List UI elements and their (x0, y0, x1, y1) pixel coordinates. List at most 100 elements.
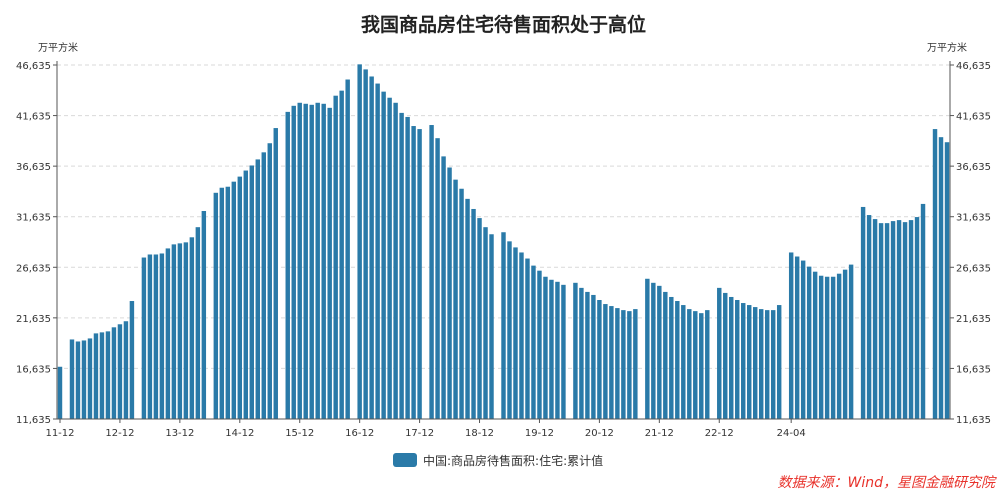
bar (501, 232, 506, 419)
y-tick-label-right: 36,635 (956, 162, 991, 173)
bar (579, 287, 584, 419)
bar (117, 324, 123, 419)
bar (99, 332, 105, 419)
bar (723, 292, 728, 419)
bar (860, 206, 866, 419)
bar (747, 305, 752, 419)
bar (842, 269, 848, 419)
bar (830, 276, 836, 419)
bar (764, 310, 770, 419)
bar (165, 248, 171, 419)
bar (543, 276, 548, 419)
bar (57, 366, 63, 419)
bar (429, 125, 434, 419)
bar (381, 91, 386, 419)
bar (453, 179, 458, 419)
bar (477, 218, 482, 419)
bar (729, 296, 734, 419)
bar (812, 271, 818, 419)
bar (255, 159, 260, 419)
bar (573, 282, 578, 419)
bar (866, 215, 872, 419)
bar (225, 186, 231, 419)
bar (878, 223, 884, 419)
bar (615, 308, 620, 419)
x-tick-label: 15-12 (285, 428, 314, 439)
chart-title: 我国商品房住宅待售面积处于高位 (360, 14, 646, 36)
bar (363, 69, 368, 419)
bar (818, 275, 824, 419)
bar (333, 95, 338, 420)
y-tick-label-right: 21,635 (956, 314, 991, 325)
bar (75, 341, 81, 419)
y-tick-label-left: 11,635 (16, 415, 51, 426)
bar (591, 294, 596, 419)
y-tick-label-right: 11,635 (956, 415, 991, 426)
bar (471, 208, 476, 419)
bar (81, 340, 87, 419)
bar (561, 284, 566, 419)
bar (111, 327, 117, 419)
bar (213, 192, 219, 419)
bar (297, 102, 302, 419)
bar (788, 252, 794, 419)
bar (806, 266, 812, 419)
bar (309, 104, 314, 419)
bar (597, 300, 602, 419)
legend-swatch (393, 453, 417, 467)
bar (800, 260, 806, 419)
x-tick-label: 13-12 (165, 428, 194, 439)
bar (944, 142, 950, 419)
y-tick-label-right: 46,635 (956, 61, 991, 72)
bar (627, 311, 632, 419)
bar (417, 129, 422, 419)
bar (758, 309, 764, 419)
bar (687, 309, 692, 419)
y-tick-label-left: 41,635 (16, 112, 51, 123)
bar (663, 291, 668, 419)
bar (513, 247, 518, 419)
bar (393, 102, 398, 419)
bar (93, 333, 99, 419)
bar (159, 253, 165, 419)
bar (549, 279, 554, 419)
bar (465, 198, 470, 419)
y-tick-label-right: 41,635 (956, 112, 991, 123)
x-tick-label: 14-12 (225, 428, 254, 439)
bar (884, 223, 890, 419)
y-tick-label-left: 31,635 (16, 213, 51, 224)
bar (261, 152, 266, 419)
y-tick-label-left: 21,635 (16, 314, 51, 325)
bar (603, 304, 608, 419)
bar (267, 143, 272, 419)
bar (195, 227, 201, 419)
bar (189, 237, 195, 419)
bar (920, 203, 926, 419)
bar (105, 331, 111, 419)
y-tick-label-left: 16,635 (16, 364, 51, 375)
y-tick-label-left: 36,635 (16, 162, 51, 173)
bar (585, 291, 590, 419)
x-tick-label: 20-12 (585, 428, 614, 439)
x-tick-label: 11-12 (45, 428, 74, 439)
y-tick-label-right: 31,635 (956, 213, 991, 224)
bar (902, 222, 908, 419)
bar (399, 112, 404, 419)
bar (441, 156, 446, 419)
bar (645, 278, 650, 419)
bar (285, 111, 290, 420)
bar (489, 234, 494, 419)
bar (824, 276, 830, 419)
bar (183, 242, 189, 419)
bar (141, 257, 147, 419)
bar (291, 105, 296, 419)
bar (231, 181, 237, 419)
bar (87, 338, 93, 419)
bar (681, 305, 686, 419)
x-tick-label: 12-12 (105, 428, 134, 439)
bars (57, 64, 950, 420)
bar (405, 116, 410, 419)
bar (741, 303, 746, 419)
bar (315, 102, 320, 419)
bar (776, 305, 782, 419)
